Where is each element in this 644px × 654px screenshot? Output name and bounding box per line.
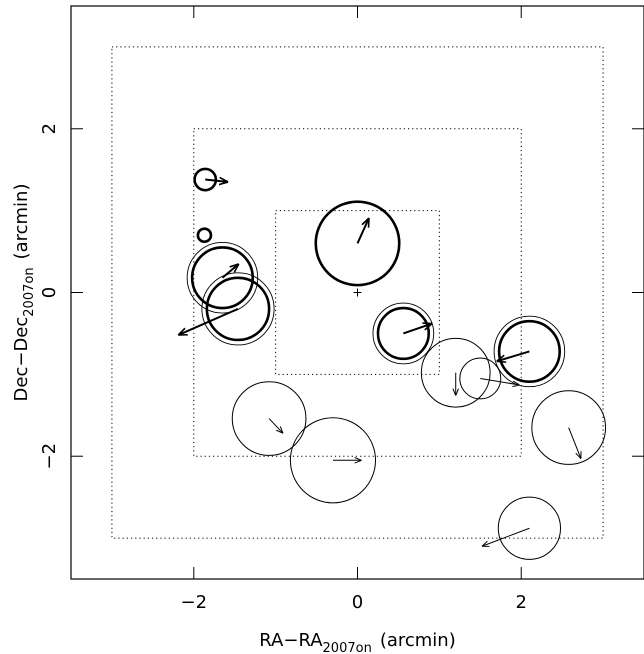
- source-circle: [497, 319, 561, 384]
- source-circle-outer: [493, 315, 566, 388]
- source-circle: [193, 167, 218, 192]
- x-tick-label: 2: [515, 592, 526, 613]
- x-axis-label-sub: 2007on: [323, 641, 372, 654]
- motion-arrow: [568, 427, 581, 459]
- source-circle-outer: [201, 272, 275, 346]
- source-circle: [289, 417, 377, 504]
- x-axis-label: RA−RA2007on (arcmin): [259, 630, 455, 654]
- motion-arrow: [221, 264, 238, 279]
- x-axis-label-main: RA−RA: [259, 630, 323, 651]
- y-tick-label: 0: [39, 287, 60, 298]
- source-circle: [420, 337, 491, 408]
- x-tick-label: 0: [352, 592, 363, 613]
- source-circle: [205, 276, 271, 342]
- source-circle: [376, 306, 431, 361]
- motion-arrow: [497, 350, 530, 361]
- dotted-box-3: [111, 46, 604, 539]
- motion-arrow: [178, 307, 239, 336]
- motion-arrow: [356, 218, 370, 244]
- source-circle: [314, 200, 401, 287]
- y-tick-label: −2: [39, 443, 60, 470]
- motion-arrow: [482, 527, 530, 546]
- source-circle: [531, 390, 607, 465]
- center-marker: [353, 288, 362, 297]
- source-circle-outer: [372, 302, 435, 365]
- source-circle: [497, 496, 562, 560]
- source-circle: [459, 357, 502, 400]
- motion-arrow: [268, 418, 283, 434]
- y-axis-label: Dec−Dec2007on (arcmin): [11, 184, 37, 402]
- motion-arrow: [480, 377, 519, 385]
- source-circle: [196, 227, 213, 244]
- x-axis-label-unit: (arcmin): [380, 630, 456, 651]
- source-circle: [231, 381, 307, 456]
- motion-arrow: [205, 180, 228, 182]
- source-circle-outer: [186, 242, 259, 314]
- y-tick-label: 2: [39, 123, 60, 134]
- x-tick-label: −2: [181, 592, 208, 613]
- y-axis-label-sub: 2007on: [22, 267, 37, 316]
- y-axis-label-unit: (arcmin): [11, 184, 32, 260]
- source-circle: [190, 246, 255, 310]
- motion-arrow: [403, 324, 432, 335]
- y-axis-label-main: Dec−Dec: [11, 317, 32, 402]
